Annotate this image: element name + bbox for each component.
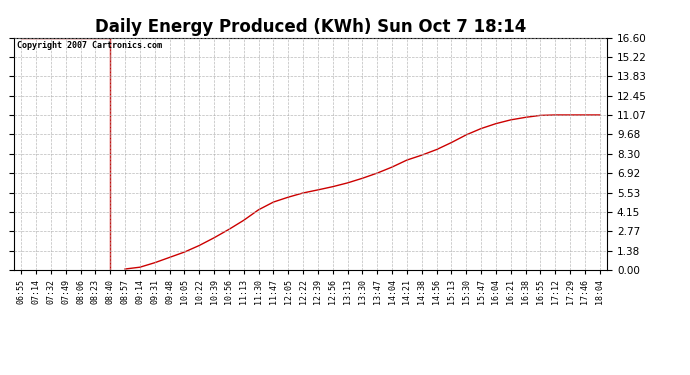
Text: Copyright 2007 Cartronics.com: Copyright 2007 Cartronics.com [17,41,161,50]
Title: Daily Energy Produced (KWh) Sun Oct 7 18:14: Daily Energy Produced (KWh) Sun Oct 7 18… [95,18,526,36]
